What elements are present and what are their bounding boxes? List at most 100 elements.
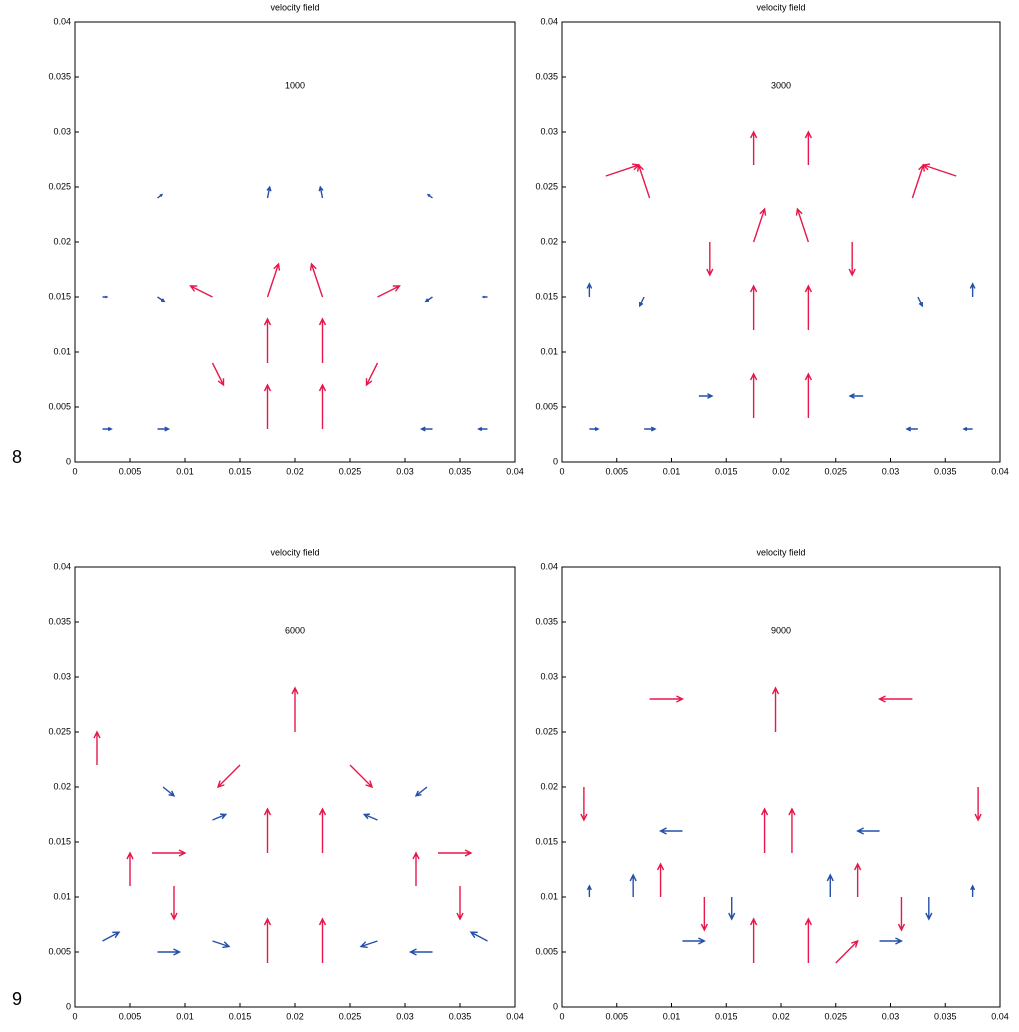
velocity-arrow [318, 807, 327, 853]
y-tick-label: 0.025 [48, 181, 71, 191]
y-tick-label: 0.01 [53, 891, 71, 901]
y-tick-label: 0.04 [53, 561, 71, 571]
velocity-arrow [586, 884, 592, 897]
y-tick-label: 0.035 [535, 616, 558, 626]
x-tick-label: 0.035 [934, 1011, 957, 1021]
velocity-arrow [318, 383, 327, 429]
velocity-arrow [102, 931, 121, 942]
velocity-arrow [921, 163, 957, 177]
y-tick-label: 0.03 [53, 671, 71, 681]
x-tick-label: 0.035 [449, 1011, 472, 1021]
x-tick-label: 0.03 [882, 466, 900, 476]
velocity-arrow [263, 917, 272, 963]
velocity-arrow [412, 851, 420, 886]
velocity-arrow [419, 426, 433, 432]
velocity-arrow [189, 285, 213, 298]
velocity-arrow [318, 317, 327, 363]
velocity-arrow [804, 917, 813, 963]
x-tick-label: 0.025 [824, 466, 847, 476]
velocity-arrow [414, 786, 428, 797]
y-tick-label: 0.025 [48, 726, 71, 736]
velocity-arrow [771, 686, 780, 732]
velocity-arrow [749, 372, 758, 418]
velocity-arrow [318, 185, 324, 199]
y-tick-label: 0.04 [540, 561, 558, 571]
velocity-arrow [649, 695, 685, 703]
y-tick-label: 0.015 [535, 836, 558, 846]
velocity-arrow [905, 426, 918, 432]
annotation: 1000 [285, 80, 305, 90]
x-tick-label: 0.005 [605, 466, 628, 476]
velocity-arrow [605, 163, 641, 177]
x-tick-label: 0.04 [506, 466, 524, 476]
y-tick-label: 0.01 [540, 891, 558, 901]
x-tick-label: 0.005 [119, 1011, 142, 1021]
x-tick-label: 0.01 [663, 1011, 681, 1021]
velocity-arrow [424, 296, 433, 303]
y-tick-label: 0.005 [535, 946, 558, 956]
velocity-arrow [879, 937, 904, 945]
velocity-arrow [835, 939, 859, 964]
velocity-arrow [658, 827, 683, 835]
velocity-arrow [162, 786, 176, 797]
velocity-arrow [170, 886, 178, 921]
y-tick-label: 0.015 [48, 836, 71, 846]
x-tick-label: 0.02 [772, 466, 790, 476]
y-tick-label: 0.025 [535, 726, 558, 736]
velocity-arrow [749, 284, 758, 330]
velocity-arrow [629, 873, 637, 897]
x-tick-label: 0.025 [824, 1011, 847, 1021]
y-tick-label: 0.04 [540, 16, 558, 26]
y-tick-label: 0.015 [535, 291, 558, 301]
velocity-arrow [700, 897, 708, 932]
y-tick-label: 0.015 [48, 291, 71, 301]
velocity-arrow [644, 426, 657, 432]
velocity-arrow [157, 296, 166, 303]
velocity-arrow [848, 393, 864, 399]
x-tick-label: 0.035 [934, 466, 957, 476]
x-tick-label: 0.025 [339, 466, 362, 476]
velocity-arrow [157, 426, 171, 432]
x-tick-label: 0.04 [991, 466, 1009, 476]
velocity-arrow [925, 897, 933, 921]
velocity-arrow [126, 851, 134, 886]
velocity-arrow [911, 163, 926, 199]
x-tick-label: 0.01 [176, 1011, 194, 1021]
velocity-arrow [728, 897, 736, 921]
velocity-arrow [377, 285, 401, 298]
velocity-arrow [362, 813, 378, 821]
y-tick-label: 0.01 [53, 346, 71, 356]
y-tick-label: 0.005 [48, 946, 71, 956]
velocity-arrow [291, 686, 299, 732]
chart-title: velocity field [270, 2, 319, 12]
x-tick-label: 0.04 [506, 1011, 524, 1021]
y-tick-label: 0.035 [48, 616, 71, 626]
x-tick-label: 0.015 [229, 466, 252, 476]
x-tick-label: 0.01 [663, 466, 681, 476]
velocity-arrow [157, 193, 164, 199]
y-tick-label: 0 [553, 1001, 558, 1011]
velocity-arrow [856, 827, 880, 835]
velocity-arrow [365, 362, 379, 387]
x-tick-label: 0.03 [396, 1011, 414, 1021]
chart-title: velocity field [270, 547, 319, 557]
velocity-arrow [788, 807, 796, 853]
x-tick-label: 0.015 [715, 466, 738, 476]
velocity-arrow [804, 284, 813, 330]
chart-title: velocity field [756, 2, 805, 12]
y-tick-label: 0.02 [53, 236, 71, 246]
y-tick-label: 0.03 [540, 671, 558, 681]
velocity-arrow [706, 242, 714, 277]
velocity-arrow [826, 873, 834, 897]
velocity-arrow [263, 807, 272, 853]
velocity-arrow [102, 426, 113, 432]
velocity-arrow [749, 130, 758, 165]
velocity-arrow [211, 362, 225, 387]
velocity-arrow [897, 897, 906, 932]
velocity-arrow [969, 282, 976, 297]
velocity-arrow [263, 383, 272, 429]
velocity-arrow [266, 185, 272, 199]
y-tick-label: 0.02 [540, 781, 558, 791]
y-tick-label: 0.03 [53, 126, 71, 136]
figure-label: 8 [12, 447, 22, 467]
